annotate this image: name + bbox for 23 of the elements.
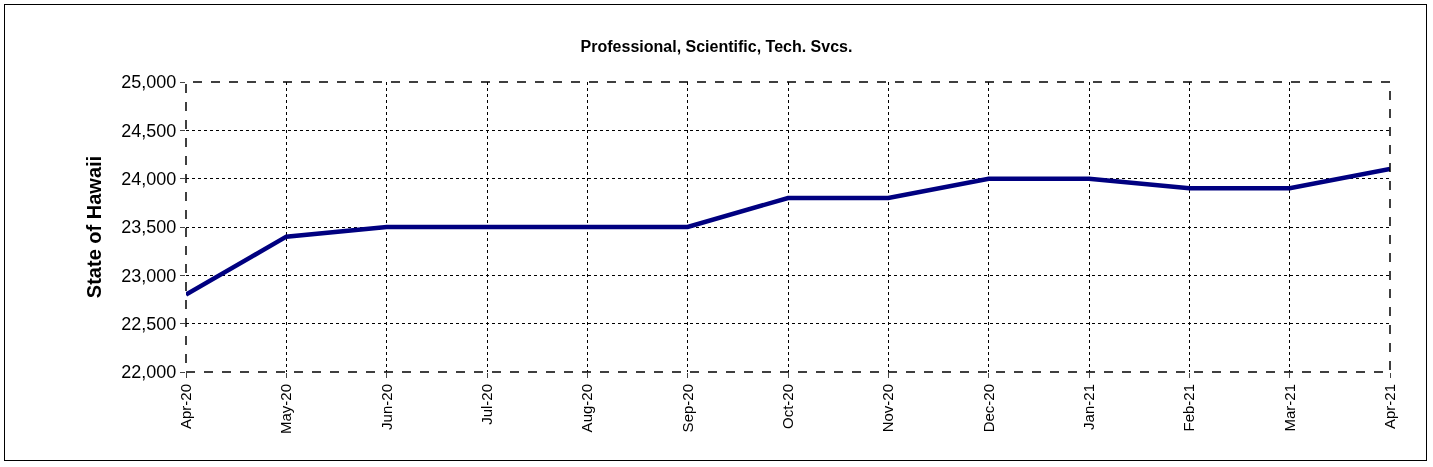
x-tick-label: Jul-20 — [477, 384, 495, 425]
line-series — [186, 166, 1390, 297]
y-axis-title: State of Hawaii — [82, 155, 105, 299]
x-tick-label: Oct-20 — [778, 384, 796, 430]
x-tick-label: Dec-20 — [979, 384, 997, 433]
x-tick-label: Mar-21 — [1280, 384, 1298, 432]
y-tick-label: 22,000 — [121, 362, 177, 383]
y-tick-label: 24,000 — [121, 168, 177, 189]
x-tick-label: Sep-20 — [678, 384, 696, 433]
x-tick-label: Aug-20 — [578, 384, 596, 433]
y-tick-label: 24,500 — [121, 120, 177, 141]
x-tick-label: Nov-20 — [879, 384, 897, 433]
chart-title: Professional, Scientific, Tech. Svcs. — [580, 38, 853, 56]
x-tick-label: Apr-21 — [1380, 384, 1398, 430]
y-tick-label: 23,500 — [121, 217, 177, 238]
x-tick-label: May-20 — [277, 384, 295, 435]
x-tick-label: Feb-21 — [1180, 384, 1198, 432]
x-tick-label: Jan-21 — [1079, 384, 1097, 430]
x-tick-label: Jun-20 — [377, 384, 395, 430]
y-tick-label: 25,000 — [121, 72, 177, 93]
y-tick-label: 22,500 — [121, 313, 177, 334]
x-tick-label: Apr-20 — [176, 384, 194, 430]
y-tick-label: 23,000 — [121, 265, 177, 286]
